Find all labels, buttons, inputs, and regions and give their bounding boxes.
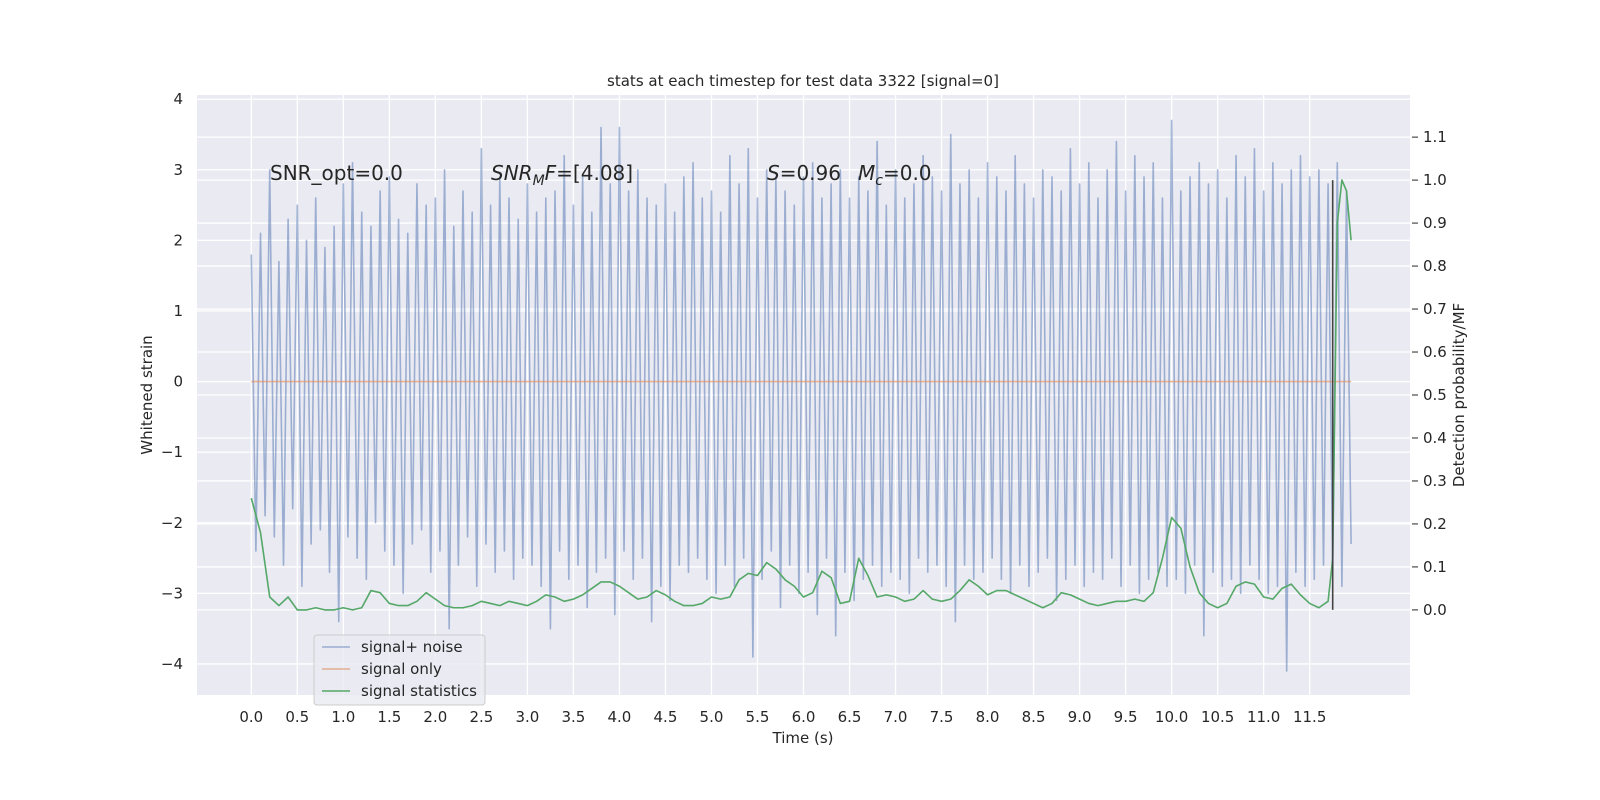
x-axis-label: Time (s) [772,729,834,747]
legend-box [313,634,486,706]
annotation-part: SNR_opt=0.0 [270,161,403,185]
annotation: SNR_opt=0.0 [270,161,403,185]
y2-tick-label: 0.3 [1423,472,1447,490]
labels: 0.0 0.5 1.0 1.5 2.0 2.5 3.0 3.5 4.0 4.5 5.0 5.5 6.0 6… [161,90,1447,726]
annotation-part: SNR [491,161,533,185]
x-tick-label: 5.5 [746,708,770,726]
annotation: Mc=0.0 [858,161,932,189]
x-tick-label: 8.5 [1022,708,1046,726]
y-axis-label: Whitened strain [138,335,156,454]
x-tick-label: 6.5 [838,708,862,726]
y-tick-label: 0 [173,373,183,391]
y-tick-label: −3 [161,584,183,602]
y-tick-label: 4 [173,90,183,108]
x-tick-label: 6.0 [792,708,816,726]
y2-tick-label: 0.7 [1423,300,1447,318]
annotation-part: M [533,173,545,189]
y2-tick-label: 0.5 [1423,386,1447,404]
x-tick-label: 8.0 [976,708,1000,726]
annotation-part: =0.0 [883,161,932,185]
x-tick-label: 9.0 [1068,708,1092,726]
legend-label: signal+ noise [361,638,463,656]
x-tick-label: 7.5 [930,708,954,726]
chart-title: stats at each timestep for test data 332… [607,72,999,90]
annotation-part: S [767,161,780,185]
y-tick-label: 3 [173,161,183,179]
series-line [250,179,1352,611]
x-tick-label: 4.5 [654,708,678,726]
y2-tick-label: 0.0 [1423,601,1447,619]
x-tick-label: 3.0 [515,708,539,726]
x-tick-label: 10.5 [1201,708,1234,726]
x-tick-label: 2.5 [469,708,493,726]
y2-tick-label: 1.0 [1423,171,1447,189]
y2-tick-label: 0.1 [1423,558,1447,576]
y-tick-label: −2 [161,514,183,532]
annotation: SNRMF=[4.08] [491,161,633,189]
x-tick-label: 11.5 [1293,708,1326,726]
x-tick-label: 1.5 [377,708,401,726]
x-tick-label: 5.0 [700,708,724,726]
x-tick-label: 4.0 [608,708,632,726]
y2-tick-label: 1.1 [1423,128,1447,146]
x-tick-label: 3.5 [561,708,585,726]
x-tick-label: 0.5 [285,708,309,726]
y-tick-label: −1 [161,443,183,461]
legend-label: signal statistics [361,682,477,700]
legend-label: signal only [361,660,442,678]
annotation-part: =0.96 [780,161,841,185]
x-tick-label: 9.5 [1114,708,1138,726]
legend: signal+ noise signal only signal statistic… [313,634,486,706]
y2-tick-label: 0.9 [1423,214,1447,232]
x-tick-label: 2.0 [423,708,447,726]
x-tick-label: 7.0 [884,708,908,726]
x-tick-label: 11.0 [1247,708,1280,726]
y2-tick-label: 0.4 [1423,429,1447,447]
annotation-part: =[4.08] [556,161,633,185]
annotation-part: F [545,161,557,185]
annotation-part: M [858,161,875,185]
y-tick-label: 1 [173,302,183,320]
y2-tick-label: 0.8 [1423,257,1447,275]
x-tick-label: 1.0 [331,708,355,726]
annotation: S=0.96 [767,161,841,185]
marks [250,119,1352,672]
y-tick-label: 2 [173,231,183,249]
series-line [250,119,1352,672]
y2-tick-label: 0.6 [1423,343,1447,361]
x-tick-label: 0.0 [239,708,263,726]
y-tick-label: −4 [161,655,183,673]
annotation-part: c [875,173,883,189]
y2-tick-label: 0.2 [1423,515,1447,533]
x-tick-label: 10.0 [1155,708,1188,726]
y2-axis-label: Detection probability/MF [1450,303,1468,487]
